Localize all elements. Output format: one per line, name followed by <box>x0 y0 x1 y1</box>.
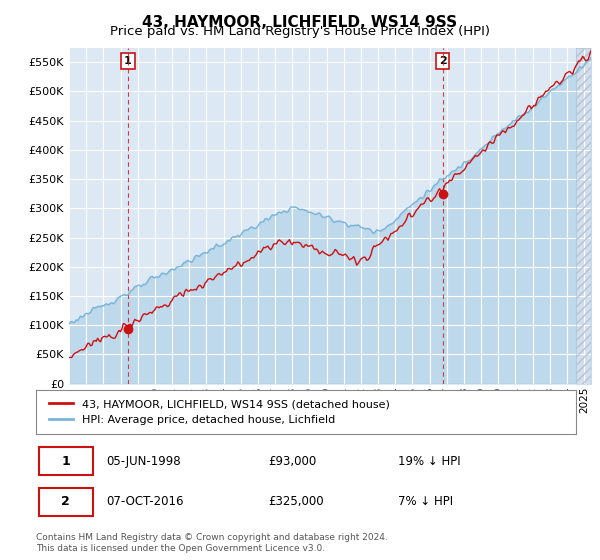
Text: 05-JUN-1998: 05-JUN-1998 <box>106 455 181 468</box>
Text: Price paid vs. HM Land Registry's House Price Index (HPI): Price paid vs. HM Land Registry's House … <box>110 25 490 38</box>
Legend: 43, HAYMOOR, LICHFIELD, WS14 9SS (detached house), HPI: Average price, detached : 43, HAYMOOR, LICHFIELD, WS14 9SS (detach… <box>44 395 394 430</box>
Text: 07-OCT-2016: 07-OCT-2016 <box>106 496 184 508</box>
Text: 7% ↓ HPI: 7% ↓ HPI <box>398 496 453 508</box>
Text: 1: 1 <box>61 455 70 468</box>
Bar <box>575 48 591 384</box>
Text: 19% ↓ HPI: 19% ↓ HPI <box>398 455 460 468</box>
FancyBboxPatch shape <box>39 488 93 516</box>
Text: 2: 2 <box>439 56 446 66</box>
Text: 1: 1 <box>124 56 132 66</box>
Text: 43, HAYMOOR, LICHFIELD, WS14 9SS: 43, HAYMOOR, LICHFIELD, WS14 9SS <box>142 15 458 30</box>
Text: Contains HM Land Registry data © Crown copyright and database right 2024.
This d: Contains HM Land Registry data © Crown c… <box>36 533 388 553</box>
Text: 2: 2 <box>61 496 70 508</box>
Text: £93,000: £93,000 <box>268 455 316 468</box>
Bar <box>575 48 591 384</box>
FancyBboxPatch shape <box>39 447 93 475</box>
Text: £325,000: £325,000 <box>268 496 324 508</box>
